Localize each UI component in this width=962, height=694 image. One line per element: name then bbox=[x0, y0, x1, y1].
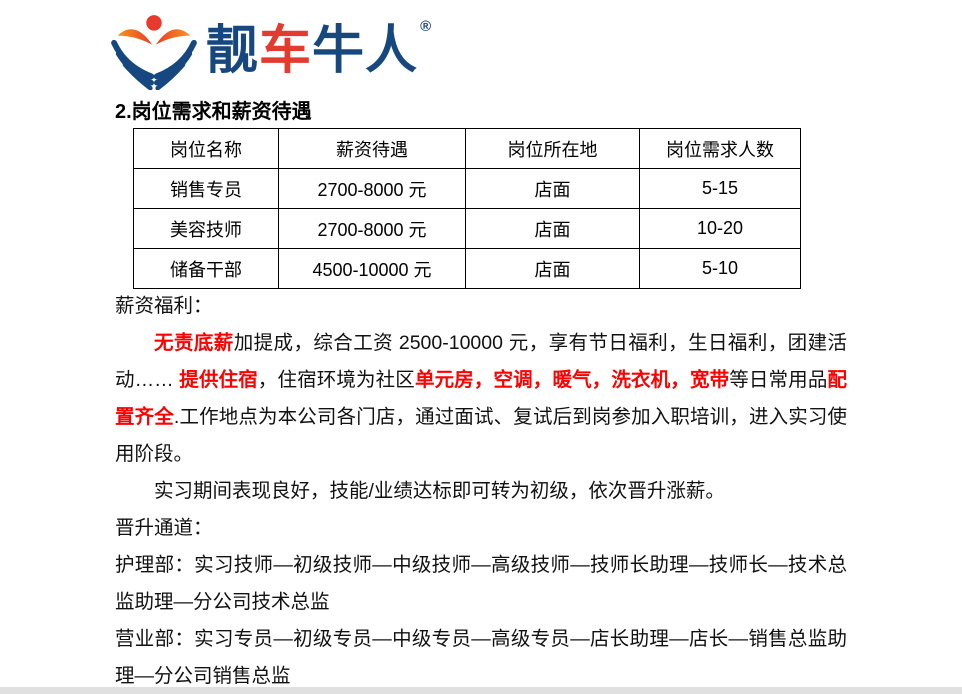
benefits-seg-0: 无责底薪 bbox=[154, 332, 234, 354]
brand-name: 靓车牛人 ® bbox=[206, 12, 432, 90]
benefits-seg-5: 等日常用品 bbox=[729, 369, 828, 391]
header-location: 岗位所在地 bbox=[465, 128, 640, 169]
cell-job-name: 销售专员 bbox=[133, 168, 279, 209]
benefits-seg-1: 加提成，综合工资 2500-10000 元，享有节日福利，生日福利，团建活动…… bbox=[115, 332, 847, 391]
brand-char-4: 人 bbox=[365, 22, 419, 80]
bottom-divider bbox=[0, 687, 962, 694]
brand-char-2: 车 bbox=[259, 22, 313, 80]
cell-location: 店面 bbox=[465, 208, 640, 249]
promotion-label: 晋升通道： bbox=[115, 517, 213, 539]
body-text: 薪资福利： 无责底薪加提成，综合工资 2500-10000 元，享有节日福利，生… bbox=[115, 288, 847, 694]
header-headcount: 岗位需求人数 bbox=[639, 128, 801, 169]
benefits-seg-6: 配置齐全 bbox=[115, 369, 847, 428]
cell-job-name: 储备干部 bbox=[133, 248, 279, 289]
benefits-paragraph: 无责底薪加提成，综合工资 2500-10000 元，享有节日福利，生日福利，团建… bbox=[115, 325, 847, 473]
benefits-label: 薪资福利： bbox=[115, 295, 213, 317]
internship-note: 实习期间表现良好，技能/业绩达标即可转为初级，依次晋升涨薪。 bbox=[154, 480, 725, 502]
header-job-name: 岗位名称 bbox=[133, 128, 279, 169]
cell-salary: 4500-10000 元 bbox=[278, 248, 466, 289]
cell-salary: 2700-8000 元 bbox=[278, 208, 466, 249]
brand-char-3: 牛 bbox=[312, 22, 366, 80]
section-heading: 2.岗位需求和薪资待遇 bbox=[115, 101, 312, 123]
cell-headcount: 10-20 bbox=[639, 208, 801, 249]
company-logo: 靓车牛人 ® bbox=[110, 12, 432, 90]
table-header-row: 岗位名称 薪资待遇 岗位所在地 岗位需求人数 bbox=[133, 128, 801, 169]
jobs-table: 岗位名称 薪资待遇 岗位所在地 岗位需求人数 销售专员 2700-8000 元 … bbox=[133, 128, 801, 289]
benefits-seg-7: .工作地点为本公司各门店，通过面试、复试后到岗参加入职培训，进入实习使用阶段。 bbox=[115, 406, 847, 465]
registered-trademark-mark: ® bbox=[420, 18, 433, 35]
benefits-seg-4: 单元房，空调，暖气，洗衣机，宽带 bbox=[414, 369, 730, 391]
logo-wings-icon bbox=[111, 15, 197, 90]
table-row: 储备干部 4500-10000 元 店面 5-10 bbox=[133, 248, 801, 289]
benefits-seg-2: 提供住宿 bbox=[179, 369, 258, 391]
cell-location: 店面 bbox=[465, 248, 640, 289]
cell-headcount: 5-15 bbox=[639, 168, 801, 209]
promotion-nursing-path: 护理部：实习技师—初级技师—中级技师—高级技师—技师长助理—技师长—技术总监助理… bbox=[115, 554, 847, 613]
benefits-seg-3: ，住宿环境为社区 bbox=[257, 369, 415, 391]
cell-salary: 2700-8000 元 bbox=[278, 168, 466, 209]
promotion-sales-path: 营业部：实习专员—初级专员—中级专员—高级专员—店长助理—店长—销售总监助理—分… bbox=[115, 628, 847, 687]
table-row: 销售专员 2700-8000 元 店面 5-15 bbox=[133, 168, 801, 209]
header-salary: 薪资待遇 bbox=[278, 128, 466, 169]
cell-job-name: 美容技师 bbox=[133, 208, 279, 249]
cell-location: 店面 bbox=[465, 168, 640, 209]
brand-char-1: 靓 bbox=[206, 22, 260, 80]
cell-headcount: 5-10 bbox=[639, 248, 801, 289]
table-row: 美容技师 2700-8000 元 店面 10-20 bbox=[133, 208, 801, 249]
